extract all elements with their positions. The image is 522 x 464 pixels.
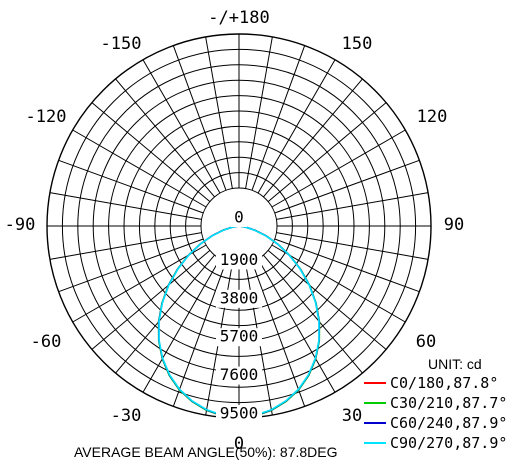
grid-spoke: [205, 36, 233, 189]
ring-label: 9500: [220, 404, 259, 423]
polar-grid: [46, 33, 432, 419]
grid-spoke: [251, 45, 306, 191]
grid-spoke: [142, 59, 221, 194]
legend: C0/180,87.8° C30/210,87.7° C60/240,87.9° C9…: [364, 374, 507, 452]
angle-label: 30: [342, 406, 362, 426]
ring-label-bg: [231, 209, 247, 227]
unit-label: UNIT: cd: [428, 356, 482, 372]
grid-spoke: [251, 261, 306, 407]
ring-label: 0: [234, 208, 244, 227]
angle-label: 60: [416, 332, 436, 352]
grid-spoke: [263, 78, 363, 198]
angle-label: -/+180: [208, 8, 269, 28]
grid-spoke: [257, 258, 336, 393]
grid-spoke: [271, 244, 406, 323]
ring-label-bg: [216, 366, 262, 385]
grid-spoke: [276, 192, 429, 220]
ring-label: 5700: [220, 327, 259, 346]
grid-spoke: [91, 102, 211, 202]
grid-spoke: [267, 250, 387, 350]
ring-label-bg: [216, 405, 262, 423]
angle-label: 90: [444, 215, 464, 235]
grid-spoke: [91, 250, 211, 350]
angle-label: -30: [111, 406, 142, 426]
ring-label-bg: [216, 251, 262, 270]
angle-label: 150: [342, 34, 373, 54]
ring-label: 1900: [220, 250, 259, 269]
angle-label: -120: [26, 107, 67, 127]
angle-label: -90: [5, 215, 36, 235]
grid-spoke: [142, 258, 221, 393]
ring-label-bg: [216, 289, 262, 308]
grid-spoke: [172, 45, 227, 191]
legend-entry: C30/210,87.7°: [390, 394, 507, 412]
beam-angle-footer: AVERAGE BEAM ANGLE(50%): 87.8DEG: [74, 444, 338, 460]
grid-spoke: [263, 254, 363, 374]
grid-spoke: [115, 78, 215, 198]
ring-label: 7600: [220, 365, 259, 384]
grid-spoke: [58, 238, 204, 293]
grid-spoke: [115, 254, 215, 374]
angle-label: -60: [31, 332, 62, 352]
angle-label: -150: [101, 34, 142, 54]
ring-label-bg: [216, 328, 262, 347]
ring-label: 3800: [220, 288, 259, 307]
grid-spoke: [72, 244, 207, 323]
grid-spoke: [257, 59, 336, 194]
ring-labels: 0 1900 3800 5700 7600 9500: [216, 208, 262, 423]
legend-entry: C60/240,87.9°: [390, 414, 507, 432]
grid-spoke: [49, 192, 202, 220]
grid-spoke: [245, 36, 273, 189]
angle-label: 120: [417, 107, 448, 127]
grid-spoke: [274, 159, 420, 214]
grid-spoke: [276, 232, 429, 260]
grid-spoke: [49, 232, 202, 260]
legend-entry: C0/180,87.8°: [390, 374, 498, 392]
grid-spoke: [274, 238, 420, 293]
grid-spoke: [58, 159, 204, 214]
angle-label: 0: [234, 434, 244, 454]
legend-entry: C90/270,87.9°: [390, 434, 507, 452]
angle-labels: -/+180 150 -150 120 -120 90 -90 60 -60 30 -30 0: [5, 8, 465, 454]
grid-spoke: [267, 102, 387, 202]
grid-spoke: [172, 261, 227, 407]
grid-spoke: [271, 129, 406, 208]
grid-spoke: [72, 129, 207, 208]
